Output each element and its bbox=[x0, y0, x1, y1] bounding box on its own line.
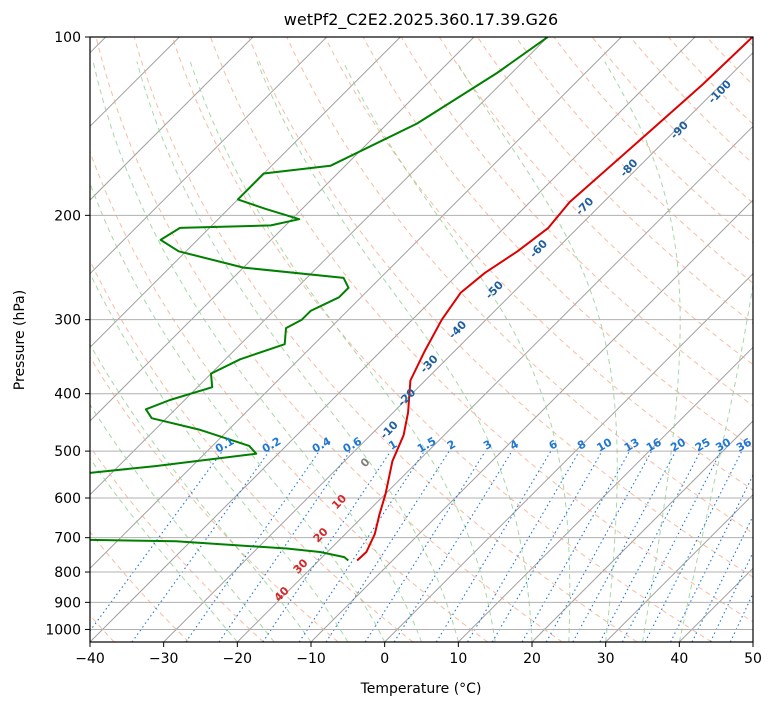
dry-adiabat-line bbox=[286, 37, 753, 534]
mixing-ratio-line bbox=[545, 450, 653, 642]
x-tick-label: 20 bbox=[523, 651, 541, 667]
dry-adiabat-line bbox=[90, 531, 190, 642]
chart-title: wetPf2_C2E2.2025.360.17.39.G26 bbox=[284, 10, 558, 30]
y-tick-label: 500 bbox=[54, 444, 81, 460]
isotherm-line bbox=[605, 493, 753, 642]
x-tick-label: 50 bbox=[744, 651, 762, 667]
y-tick-label: 400 bbox=[54, 387, 81, 403]
isotherm-line bbox=[90, 37, 475, 422]
dry-adiabat-line bbox=[90, 356, 339, 642]
x-tick-label: −40 bbox=[75, 651, 105, 667]
y-tick-label: 800 bbox=[54, 565, 81, 581]
dry-adiabat-line bbox=[248, 37, 753, 578]
isotherm-line bbox=[531, 420, 753, 642]
dry-adiabat-line bbox=[324, 37, 753, 491]
moist-adiabat-line bbox=[92, 61, 422, 642]
dry-adiabat-line bbox=[133, 37, 638, 642]
mixing-ratio-line bbox=[393, 450, 513, 642]
y-tick-label: 300 bbox=[54, 313, 81, 329]
isotherm-line bbox=[457, 346, 753, 642]
y-tick-label: 100 bbox=[54, 30, 81, 46]
dry-adiabat-line bbox=[95, 37, 563, 642]
x-tick-label: 0 bbox=[380, 651, 389, 667]
mixing-ratio-line bbox=[298, 450, 425, 642]
plot-frame bbox=[89, 36, 754, 643]
moist-adiabat-line bbox=[90, 457, 238, 642]
dry-adiabat-line bbox=[362, 37, 753, 449]
y-tick-label: 600 bbox=[54, 491, 81, 507]
x-tick-label: −20 bbox=[223, 651, 253, 667]
x-axis-label: Temperature (°C) bbox=[360, 681, 482, 697]
isotherm-line bbox=[90, 37, 401, 349]
dry-adiabat-line bbox=[210, 37, 753, 623]
dry-adiabat-lines bbox=[90, 37, 753, 642]
isotherm-line bbox=[384, 272, 753, 642]
isotherm-line bbox=[236, 125, 753, 642]
mixing-ratio-line bbox=[467, 450, 580, 642]
mixing-ratio-line bbox=[572, 450, 677, 642]
dry-adiabat-line bbox=[400, 37, 753, 407]
x-tick-label: −10 bbox=[296, 651, 326, 667]
mixing-ratio-label: 36 bbox=[734, 435, 754, 454]
y-axis-ticks: 100 200 300 400 500 600 700 800 900 1000 bbox=[45, 30, 90, 638]
y-tick-label: 900 bbox=[54, 595, 81, 611]
profile-lines bbox=[90, 37, 753, 562]
y-axis-label: Pressure (hPa) bbox=[12, 290, 28, 390]
x-axis-ticks: −40 −30 −20 −10 0 10 20 30 40 50 bbox=[75, 642, 762, 667]
moist-adiabat-line bbox=[678, 281, 753, 642]
moist-adiabat-lines bbox=[90, 61, 753, 642]
dry-adiabat-line bbox=[438, 37, 753, 365]
isotherm-line bbox=[90, 37, 328, 275]
moist-adiabat-line bbox=[604, 61, 681, 642]
moist-adiabat-line bbox=[136, 61, 459, 642]
isotherm-line bbox=[90, 37, 254, 201]
dry-adiabat-line bbox=[90, 259, 414, 642]
isotherm-line bbox=[163, 51, 753, 642]
mixing-ratio-line bbox=[491, 450, 603, 642]
moist-adiabat-line bbox=[256, 61, 533, 642]
mixing-ratio-line bbox=[131, 450, 270, 642]
isotherm-lines bbox=[90, 37, 753, 642]
y-tick-label: 700 bbox=[54, 531, 81, 547]
mixing-ratio-line bbox=[521, 450, 630, 642]
pressure-gridlines bbox=[90, 37, 753, 630]
mixing-ratio-line bbox=[325, 450, 450, 642]
x-tick-label: −30 bbox=[149, 651, 179, 667]
mixing-ratio-line bbox=[185, 450, 320, 642]
x-tick-label: 40 bbox=[670, 651, 688, 667]
mixing-ratio-line bbox=[364, 450, 486, 642]
isotherm-line bbox=[90, 37, 549, 496]
x-tick-label: 10 bbox=[449, 651, 467, 667]
dewpoint-line bbox=[90, 37, 549, 562]
y-tick-label: 1000 bbox=[45, 622, 81, 638]
moist-adiabat-line bbox=[90, 272, 349, 642]
mixing-ratio-lines bbox=[90, 450, 753, 642]
moist-adiabat-line bbox=[90, 181, 386, 642]
x-tick-label: 30 bbox=[597, 651, 615, 667]
temperature-line bbox=[356, 37, 753, 562]
moist-adiabat-line bbox=[455, 61, 618, 642]
mixing-ratio-line bbox=[435, 450, 552, 642]
y-tick-label: 200 bbox=[54, 208, 81, 224]
